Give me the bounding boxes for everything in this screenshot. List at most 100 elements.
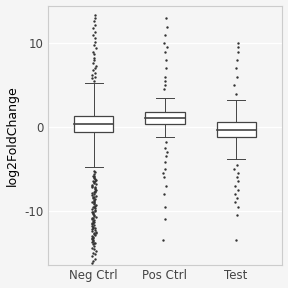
Point — [90, 222, 94, 227]
Point — [93, 190, 97, 195]
Point — [92, 201, 96, 206]
Point — [90, 216, 95, 221]
Point — [90, 183, 94, 187]
Point — [93, 185, 98, 190]
Point — [91, 219, 96, 224]
Bar — [217, 122, 256, 137]
Point — [163, 167, 168, 171]
Point — [93, 177, 98, 181]
Point — [162, 175, 166, 180]
Point — [94, 230, 98, 234]
Bar — [145, 112, 185, 124]
Point — [91, 225, 96, 230]
Point — [92, 209, 97, 213]
Point — [91, 33, 95, 37]
Point — [92, 244, 96, 248]
Point — [236, 171, 240, 175]
Point — [164, 45, 169, 50]
Point — [232, 183, 237, 188]
Point — [93, 226, 97, 231]
Point — [92, 223, 97, 227]
Point — [92, 241, 96, 246]
Point — [91, 250, 95, 255]
Point — [94, 187, 98, 192]
Point — [92, 175, 97, 180]
Point — [92, 198, 96, 203]
Point — [92, 12, 97, 17]
Point — [91, 174, 96, 179]
Point — [90, 61, 95, 66]
Point — [163, 58, 168, 62]
Point — [91, 212, 96, 217]
Point — [92, 181, 96, 185]
Point — [232, 83, 237, 88]
Point — [90, 240, 94, 244]
Point — [235, 175, 239, 180]
Point — [235, 58, 239, 62]
Point — [163, 79, 168, 83]
Point — [235, 49, 240, 54]
Point — [234, 66, 238, 71]
Point — [90, 49, 95, 54]
Point — [92, 19, 96, 24]
Point — [92, 79, 96, 83]
Point — [90, 235, 94, 240]
Point — [234, 238, 239, 242]
Point — [236, 179, 240, 184]
Point — [162, 41, 167, 46]
Point — [92, 240, 97, 245]
Point — [93, 182, 98, 186]
Point — [90, 193, 94, 197]
Point — [235, 204, 240, 209]
Point — [89, 73, 94, 77]
Point — [90, 217, 95, 221]
Point — [162, 192, 166, 196]
Point — [92, 204, 97, 208]
Point — [90, 229, 94, 233]
Point — [94, 64, 98, 68]
Point — [93, 29, 97, 34]
Point — [90, 183, 94, 188]
Point — [162, 33, 167, 37]
Point — [91, 213, 96, 218]
Point — [93, 179, 97, 184]
Point — [232, 167, 237, 171]
Point — [91, 178, 96, 183]
Point — [235, 213, 240, 217]
Point — [90, 219, 95, 223]
Point — [92, 200, 96, 205]
Point — [162, 217, 167, 221]
Point — [93, 22, 98, 27]
Point — [92, 208, 97, 212]
Point — [90, 237, 94, 242]
Point — [162, 87, 166, 92]
Point — [94, 214, 98, 219]
Point — [92, 66, 97, 71]
Point — [93, 228, 98, 232]
Point — [92, 252, 97, 257]
Point — [93, 194, 98, 198]
Point — [164, 140, 168, 144]
Point — [90, 68, 95, 72]
Point — [91, 189, 96, 194]
Point — [90, 260, 95, 265]
Point — [90, 199, 94, 204]
Point — [91, 230, 96, 235]
Point — [90, 191, 94, 196]
Point — [163, 75, 168, 79]
Point — [163, 204, 168, 209]
Point — [90, 227, 94, 232]
Point — [93, 39, 98, 44]
Point — [234, 196, 239, 200]
Point — [93, 203, 98, 207]
Y-axis label: log2FoldChange: log2FoldChange — [5, 85, 18, 186]
Point — [90, 254, 94, 258]
Point — [163, 83, 168, 88]
Point — [232, 200, 237, 205]
Point — [92, 173, 96, 178]
Point — [92, 170, 97, 175]
Point — [92, 202, 96, 206]
Point — [94, 231, 98, 236]
Point — [162, 160, 167, 164]
Point — [90, 220, 95, 225]
